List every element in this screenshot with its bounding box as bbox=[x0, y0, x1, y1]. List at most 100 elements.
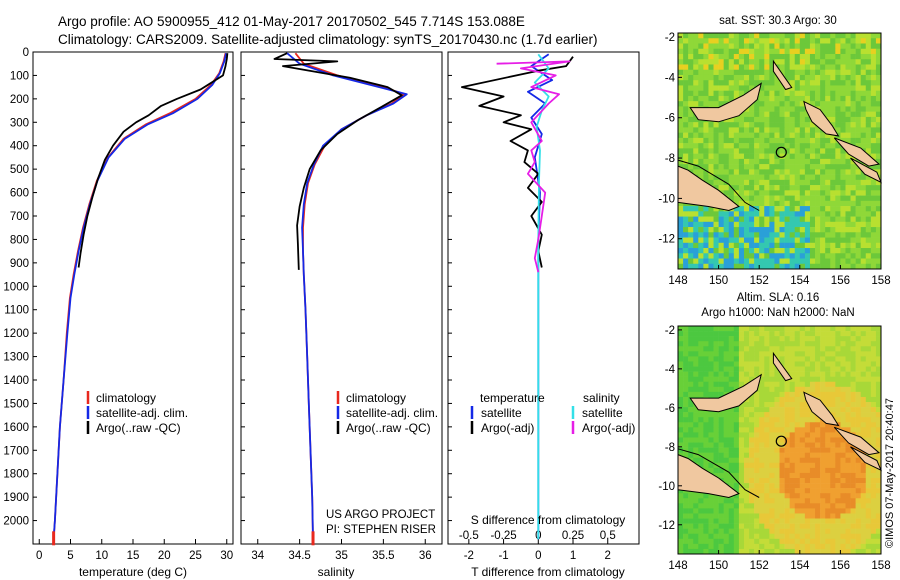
sst-map-heatmap bbox=[677, 32, 882, 270]
map-cell bbox=[693, 513, 699, 519]
map-cell bbox=[688, 447, 694, 453]
map-cell bbox=[860, 478, 867, 484]
map-cell bbox=[703, 523, 709, 529]
map-cell bbox=[678, 498, 684, 504]
map-cell bbox=[754, 483, 760, 489]
map-cell bbox=[698, 331, 704, 337]
map-cell bbox=[870, 356, 877, 362]
map-cell bbox=[759, 137, 765, 144]
map-cell bbox=[738, 361, 745, 367]
map-cell bbox=[789, 158, 796, 165]
map-cell bbox=[713, 90, 719, 97]
map-cell bbox=[850, 361, 856, 367]
map-cell bbox=[738, 432, 745, 438]
map-cell bbox=[850, 116, 856, 123]
map-cell bbox=[683, 422, 689, 428]
legend-salinity-title: salinity bbox=[583, 391, 620, 405]
map-cell bbox=[804, 361, 811, 367]
map-cell bbox=[708, 253, 714, 259]
map-cell bbox=[688, 361, 694, 367]
map-cell bbox=[815, 336, 821, 342]
map-cell bbox=[840, 258, 846, 265]
map-cell bbox=[865, 513, 872, 519]
map-cell bbox=[733, 528, 740, 535]
map-cell bbox=[754, 200, 760, 207]
map-cell bbox=[749, 457, 755, 464]
map-cell bbox=[759, 386, 765, 393]
map-cell bbox=[688, 503, 694, 509]
map-cell bbox=[683, 101, 689, 107]
y-tick-label: 1200 bbox=[3, 328, 29, 340]
map-cell bbox=[698, 356, 704, 362]
map-cell bbox=[875, 116, 882, 123]
map-cell bbox=[830, 174, 836, 181]
map-cell bbox=[855, 346, 862, 352]
map-cell bbox=[789, 533, 796, 540]
map-cell bbox=[733, 371, 740, 377]
map-cell bbox=[749, 48, 755, 55]
map-cell bbox=[835, 351, 841, 357]
map-cell bbox=[825, 346, 831, 352]
map-cell bbox=[794, 462, 801, 469]
map-cell bbox=[764, 164, 770, 170]
map-cell bbox=[789, 467, 796, 474]
map-cell bbox=[678, 341, 684, 347]
temperature-plot-frame bbox=[32, 51, 234, 545]
map-cell bbox=[870, 422, 877, 428]
map-cell bbox=[825, 402, 831, 408]
map-cell bbox=[815, 447, 821, 453]
map-cell bbox=[799, 417, 806, 423]
map-cell bbox=[774, 427, 780, 433]
map-cell bbox=[815, 427, 821, 433]
map-cell bbox=[769, 371, 775, 377]
map-cell bbox=[865, 412, 872, 418]
map-cell bbox=[749, 488, 755, 494]
map-cell bbox=[683, 122, 689, 128]
map-cell bbox=[804, 483, 811, 489]
map-cell bbox=[759, 366, 765, 372]
map-cell bbox=[860, 43, 867, 50]
map-cell bbox=[743, 336, 750, 342]
map-cell bbox=[809, 488, 816, 494]
map-cell bbox=[875, 253, 882, 259]
map-cell bbox=[820, 432, 826, 438]
map-cell bbox=[738, 148, 745, 154]
map-cell bbox=[728, 478, 735, 484]
map-cell bbox=[759, 101, 765, 107]
map-cell bbox=[799, 381, 806, 388]
map-cell bbox=[759, 221, 765, 228]
map-cell bbox=[738, 158, 745, 165]
map-cell bbox=[794, 143, 801, 149]
map-cell bbox=[683, 346, 689, 352]
map-cell bbox=[708, 336, 714, 342]
map-cell bbox=[825, 263, 831, 270]
map-cell bbox=[875, 64, 882, 71]
map-cell bbox=[850, 462, 856, 469]
map-cell bbox=[683, 493, 689, 499]
map-cell bbox=[769, 437, 775, 443]
map-cell bbox=[708, 493, 714, 499]
map-cell bbox=[769, 407, 775, 413]
map-cell bbox=[865, 538, 872, 545]
land-mass bbox=[803, 391, 840, 427]
map-cell bbox=[718, 472, 724, 479]
map-cell bbox=[764, 427, 770, 433]
map-cell bbox=[759, 132, 765, 139]
lon-tick-label: 152 bbox=[750, 275, 769, 287]
map-cell bbox=[688, 158, 694, 165]
map-cell bbox=[764, 227, 770, 233]
map-cell bbox=[779, 488, 785, 494]
map-cell bbox=[774, 211, 780, 217]
map-cell bbox=[855, 462, 862, 469]
map-cell bbox=[865, 64, 872, 71]
map-cell bbox=[713, 341, 719, 347]
map-cell bbox=[738, 422, 745, 428]
map-cell bbox=[815, 53, 821, 60]
map-cell bbox=[799, 59, 806, 65]
map-cell bbox=[820, 216, 826, 223]
map-cell bbox=[860, 513, 867, 519]
map-cell bbox=[799, 248, 806, 254]
map-cell bbox=[764, 528, 770, 535]
map-cell bbox=[789, 523, 796, 529]
map-cell bbox=[830, 53, 836, 60]
